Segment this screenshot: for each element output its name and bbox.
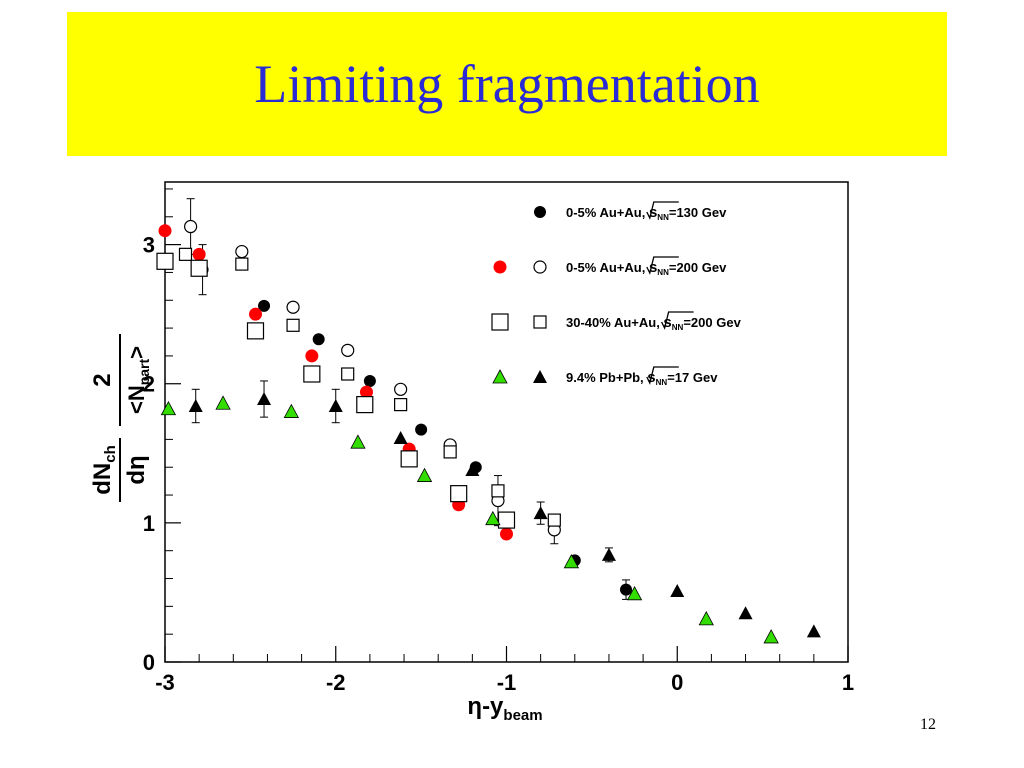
data-point-green-triangle: [698, 611, 714, 626]
x-tick-label: -1: [497, 670, 517, 695]
data-point-red-circle: [158, 224, 172, 238]
legend-label: 9.4% Pb+Pb, sNN=17 Gev: [566, 369, 718, 387]
data-point-filled-triangle: [533, 506, 548, 520]
sqrt-sign: [661, 311, 694, 330]
data-point-filled-triangle: [738, 606, 753, 620]
data-point-filled-triangle: [806, 624, 821, 638]
data-point-open-square-large: [450, 485, 468, 503]
data-point-open-square: [286, 318, 300, 332]
data-point-red-circle: [248, 307, 262, 321]
sqrt-sign: [646, 256, 679, 275]
data-point-open-square-large: [246, 322, 265, 340]
data-point-green-triangle: [485, 510, 501, 526]
data-point-open-square: [547, 513, 561, 527]
legend-label: 0-5% Au+Au, sNN=130 Gev: [566, 204, 727, 222]
data-point-filled-triangle: [188, 399, 203, 412]
page-number: 12: [920, 716, 936, 733]
y-tick-label: 3: [143, 233, 155, 258]
data-point-filled-triangle: [465, 463, 480, 476]
sqrt-sign: [646, 201, 679, 220]
data-point-open-circle: [235, 244, 249, 259]
y-tick-label: 1: [143, 511, 155, 536]
data-point-open-square-large: [303, 365, 321, 383]
data-point-filled-circle: [415, 423, 428, 436]
data-point-green-triangle: [416, 467, 433, 482]
data-point-filled-triangle: [601, 547, 616, 561]
data-point-red-circle: [305, 349, 319, 363]
y-label-deta: dη: [123, 455, 150, 484]
data-point-green-triangle: [283, 403, 300, 418]
data-point-filled-circle: [620, 583, 633, 596]
data-point-open-square-large: [497, 511, 516, 529]
legend-label: 30-40% Au+Au, sNN=200 Gev: [566, 314, 742, 332]
x-tick-label: -2: [326, 670, 346, 695]
data-point-open-square: [341, 367, 355, 381]
legend-marker: [533, 315, 547, 329]
y-tick-label: 0: [143, 650, 155, 675]
data-point-open-square: [491, 484, 505, 498]
x-tick-label: 0: [671, 670, 683, 695]
data-point-open-square: [235, 257, 249, 271]
data-point-green-triangle: [160, 400, 177, 416]
data-point-green-triangle: [763, 629, 779, 644]
data-point-open-circle: [341, 343, 355, 357]
plot-frame: [164, 181, 849, 663]
data-point-filled-triangle: [257, 392, 272, 406]
data-point-filled-triangle: [670, 584, 685, 598]
data-point-red-circle: [500, 527, 513, 541]
data-point-open-square: [443, 445, 457, 459]
y-tick-label: 2: [143, 372, 155, 397]
data-point-open-circle: [286, 300, 300, 314]
y-label-two: 2: [89, 373, 116, 386]
data-point-open-circle: [394, 382, 408, 396]
y-label-npart: <Npart>: [124, 346, 152, 414]
x-axis-label: η-ybeam: [467, 693, 542, 724]
data-point-open-square-large: [156, 252, 174, 270]
data-point-open-square: [178, 247, 193, 261]
legend-marker: [492, 369, 508, 384]
data-point-open-square-large: [400, 450, 418, 468]
legend-marker: [534, 206, 546, 218]
data-point-filled-circle: [363, 374, 376, 387]
legend-marker: [491, 313, 509, 331]
x-tick-label: -3: [155, 670, 175, 695]
data-point-filled-triangle: [393, 431, 408, 444]
legend-marker: [493, 260, 507, 274]
data-point-open-square-large: [356, 396, 374, 414]
title-banner: Limiting fragmentation: [67, 12, 947, 156]
legend-label: 0-5% Au+Au, sNN=200 Gev: [566, 259, 727, 277]
data-point-filled-triangle: [328, 399, 343, 412]
legend-marker: [533, 370, 547, 383]
data-point-open-circle: [184, 219, 198, 234]
sqrt-sign: [646, 366, 679, 385]
slide-title: Limiting fragmentation: [254, 54, 760, 114]
data-point-green-triangle: [350, 434, 366, 449]
data-point-filled-circle: [312, 333, 325, 346]
data-point-green-triangle: [563, 553, 580, 569]
legend-marker: [533, 260, 547, 274]
data-point-open-square: [394, 398, 408, 412]
data-point-green-triangle: [215, 395, 231, 410]
data-point-filled-circle: [258, 299, 271, 312]
data-point-red-circle: [192, 247, 206, 261]
x-tick-label: 1: [842, 670, 854, 695]
y-label-dn: dNch: [89, 445, 119, 495]
data-point-open-square-large: [190, 259, 208, 277]
data-point-red-circle: [359, 385, 373, 399]
data-point-green-triangle: [626, 585, 643, 601]
